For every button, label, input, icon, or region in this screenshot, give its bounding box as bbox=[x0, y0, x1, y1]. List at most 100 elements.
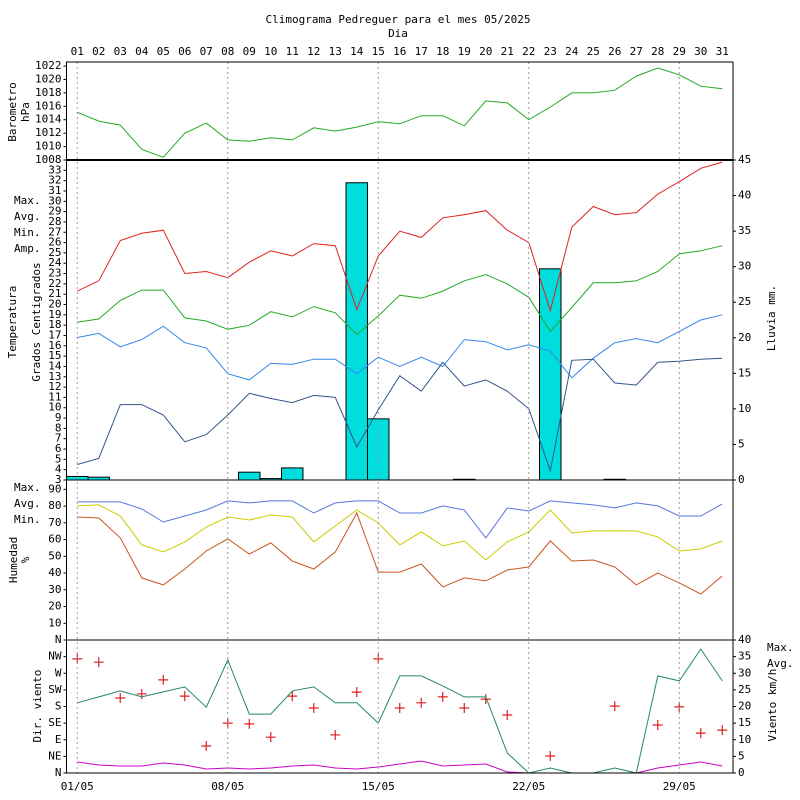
y-axis-title: Humedad bbox=[7, 537, 20, 583]
y-tick-label: 25 bbox=[48, 246, 61, 259]
y-tick-label: 22 bbox=[48, 277, 61, 290]
marker bbox=[244, 718, 255, 729]
legend-label: Max. bbox=[14, 481, 41, 494]
y-tick-label: NW bbox=[48, 650, 62, 663]
y2-tick-label: 30 bbox=[738, 666, 751, 679]
y2-tick-label: 35 bbox=[738, 650, 751, 663]
x-tick-label: 10 bbox=[264, 45, 277, 58]
y-tick-label: 30 bbox=[48, 583, 61, 596]
x-tick-label: 31 bbox=[716, 45, 729, 58]
marker bbox=[695, 728, 706, 739]
marker bbox=[115, 693, 126, 704]
y-tick-label: 11 bbox=[48, 390, 61, 403]
y-tick-label: SW bbox=[48, 683, 62, 696]
line bbox=[77, 500, 723, 539]
marker bbox=[480, 694, 491, 705]
x-tick-label: 12 bbox=[307, 45, 320, 58]
x-tick-label: 11 bbox=[286, 45, 299, 58]
x-tick-label: 20 bbox=[479, 45, 492, 58]
y2-tick-label: 35 bbox=[738, 224, 751, 237]
x-tick-label: 17 bbox=[415, 45, 428, 58]
y-tick-label: 20 bbox=[48, 600, 61, 613]
marker bbox=[179, 691, 190, 702]
y-tick-label: S bbox=[55, 700, 62, 713]
x-tick-label: 04 bbox=[135, 45, 149, 58]
marker bbox=[158, 674, 169, 685]
y-tick-label: 21 bbox=[48, 287, 61, 300]
y-tick-label: NE bbox=[48, 749, 61, 762]
y-tick-label: 15 bbox=[48, 349, 61, 362]
y-tick-label: 10 bbox=[48, 401, 61, 414]
y-tick-label: 8 bbox=[55, 421, 62, 434]
y2-tick-label: 0 bbox=[738, 766, 745, 779]
y2-tick-label: 5 bbox=[738, 749, 745, 762]
y-tick-label: 32 bbox=[48, 174, 61, 187]
y2-axis-title: Viento km/h bbox=[766, 669, 779, 742]
y-axis-title: Dir. viento bbox=[31, 670, 44, 743]
y-tick-label: 13 bbox=[48, 370, 61, 383]
x-tick-label: 21 bbox=[501, 45, 514, 58]
y-tick-label: 6 bbox=[55, 442, 62, 455]
y2-tick-label: 10 bbox=[738, 733, 751, 746]
y-tick-label: W bbox=[55, 666, 62, 679]
y2-tick-label: 15 bbox=[738, 716, 751, 729]
marker bbox=[609, 701, 620, 712]
chart-title: Climograma Pedreguer para el mes 05/2025 bbox=[266, 13, 531, 26]
y-tick-label: 28 bbox=[48, 215, 61, 228]
y-tick-label: 16 bbox=[48, 339, 61, 352]
y-tick-label: 80 bbox=[48, 499, 61, 512]
line bbox=[77, 161, 723, 313]
y-tick-label: E bbox=[55, 733, 62, 746]
y-tick-label: 1008 bbox=[35, 153, 62, 166]
line bbox=[77, 67, 723, 158]
marker bbox=[545, 751, 556, 762]
y-tick-label: 19 bbox=[48, 308, 61, 321]
y-tick-label: 1018 bbox=[35, 86, 62, 99]
line bbox=[77, 245, 723, 336]
legend-label: Max. bbox=[767, 641, 794, 654]
bar bbox=[345, 182, 368, 481]
y-tick-label: 4 bbox=[55, 463, 62, 476]
y-tick-label: 17 bbox=[48, 328, 61, 341]
legend-label: Min. bbox=[14, 226, 41, 239]
y-tick-label: 1014 bbox=[35, 113, 62, 126]
plot-frame bbox=[66, 61, 734, 774]
y-tick-label: 24 bbox=[48, 256, 62, 269]
marker bbox=[308, 702, 319, 713]
legend-label: Min. bbox=[14, 513, 41, 526]
x-tick-label: 05 bbox=[157, 45, 170, 58]
y-tick-label: 7 bbox=[55, 432, 62, 445]
marker bbox=[330, 729, 341, 740]
x-tick-label: 18 bbox=[436, 45, 449, 58]
y-tick-label: N bbox=[55, 633, 62, 646]
y-tick-label: 1020 bbox=[35, 72, 62, 85]
line bbox=[77, 314, 723, 381]
y-tick-label: 70 bbox=[48, 516, 61, 529]
marker bbox=[265, 732, 276, 743]
marker bbox=[394, 702, 405, 713]
line bbox=[77, 504, 723, 561]
y-axis-title: % bbox=[19, 556, 32, 563]
y-tick-label: 31 bbox=[48, 184, 61, 197]
y-axis-title: Grados Centigrados bbox=[30, 262, 43, 381]
legend-label: Avg. bbox=[767, 657, 794, 670]
legend-label: Amp. bbox=[14, 242, 41, 255]
y-axis-title: hPa bbox=[19, 102, 32, 122]
marker bbox=[287, 691, 298, 702]
y-tick-label: 90 bbox=[48, 482, 61, 495]
y-tick-label: 1022 bbox=[35, 59, 62, 72]
y2-tick-label: 45 bbox=[738, 153, 751, 166]
x-tick-label: 29/05 bbox=[663, 780, 696, 793]
x-tick-label: 02 bbox=[92, 45, 105, 58]
y2-tick-label: 20 bbox=[738, 331, 751, 344]
x-tick-label: 07 bbox=[200, 45, 213, 58]
y-tick-label: 9 bbox=[55, 411, 62, 424]
y2-tick-label: 25 bbox=[738, 295, 751, 308]
x-axis-title: Dia bbox=[388, 27, 408, 40]
y-tick-label: 27 bbox=[48, 225, 61, 238]
legend-label: Max. bbox=[14, 194, 41, 207]
y2-tick-label: 0 bbox=[738, 473, 745, 486]
y2-tick-label: 20 bbox=[738, 700, 751, 713]
